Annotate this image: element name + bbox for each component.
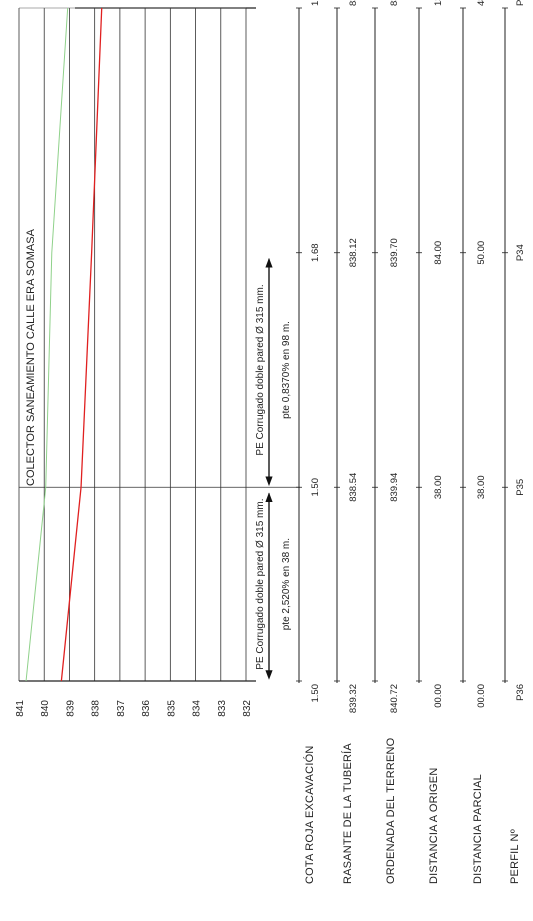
row-label-dist-origen: DISTANCIA A ORIGEN [428,767,440,884]
row-label-terreno: ORDENADA DEL TERRENO [385,737,397,884]
station-value-ordenada-terreno: 839.94 [389,473,400,502]
station-value-distancia-parcial: 38.00 [476,475,487,499]
station-value-cota-roja: 1.50 [310,478,321,497]
station-value-distancia-parcial: 50.00 [476,241,487,265]
data-band: 1.50 839.32 840.72 00.00 00.00 P36 1.50 838.54 8… [296,0,526,713]
y-tick-label: 836 [141,700,152,717]
profile-title: COLECTOR SANEAMIENTO CALLE ERA SOMASA [25,228,37,486]
station-value-cota-roja: 1.50 [310,684,321,703]
y-tick-label: 839 [65,700,76,717]
y-tick-label: 837 [116,700,127,717]
station-value-ordenada-terreno: 839.07 [389,0,400,6]
pipe-grade-line [60,7,103,682]
y-axis-ticks: 841 840 839 838 837 836 835 834 833 832 [15,700,253,717]
y-tick-label: 835 [166,700,177,717]
station-value-rasante-tuberia: 839.32 [348,684,359,713]
station-value-rasante-tuberia: 838.54 [348,473,359,502]
station-value-distancia-origen: 00.00 [433,684,444,708]
station-value-perfil: P36 [515,684,526,701]
row-label-cota-roja: COTA ROJA EXCAVACIÓN [304,745,316,884]
chart-series [25,7,103,682]
station-value-distancia-origen: 84.00 [433,241,444,265]
row-label-rasante: RASANTE DE LA TUBERÍA [342,743,354,884]
station-value-ordenada-terreno: 840.72 [389,684,400,713]
row-label-perfil: PERFIL Nº [509,829,521,884]
station-value-distancia-origen: 38.00 [433,475,444,499]
station-value-distancia-parcial: 48.00 [476,0,487,6]
station-value-distancia-origen: 132.00 [433,0,444,6]
station-value-perfil: P35 [515,479,526,496]
segment-annotations: PE Corrugado doble pared Ø 315 mm. pte 2,… [255,257,292,680]
y-tick-label: 838 [91,700,102,717]
y-tick-label: 834 [192,700,203,717]
y-tick-label: 840 [40,700,51,717]
row-label-dist-parcial: DISTANCIA PARCIAL [472,774,484,884]
segment-slope-label: pte 0,8370% en 98 m. [281,321,292,419]
station-value-ordenada-terreno: 839.70 [389,238,400,267]
y-tick-label: 832 [242,700,253,717]
station-value-perfil: P25 [515,0,526,6]
terrain-line [25,7,69,682]
station-value-rasante-tuberia: 838.12 [348,238,359,267]
segment-pipe-label: PE Corrugado doble pared Ø 315 mm. [255,499,266,670]
segment-pipe-label: PE Corrugado doble pared Ø 315 mm. [255,284,266,455]
station-value-cota-roja: 1.68 [310,243,321,262]
segment-slope-label: pte 2,520% en 38 m. [281,538,292,630]
chart-grid [18,7,300,682]
y-tick-label: 833 [217,700,228,717]
y-tick-label: 841 [15,700,26,717]
station-value-cota-roja: 1.45 [310,0,321,6]
station-value-perfil: P34 [515,244,526,261]
station-value-rasante-tuberia: 837.72 [348,0,359,6]
station-value-distancia-parcial: 00.00 [476,684,487,708]
